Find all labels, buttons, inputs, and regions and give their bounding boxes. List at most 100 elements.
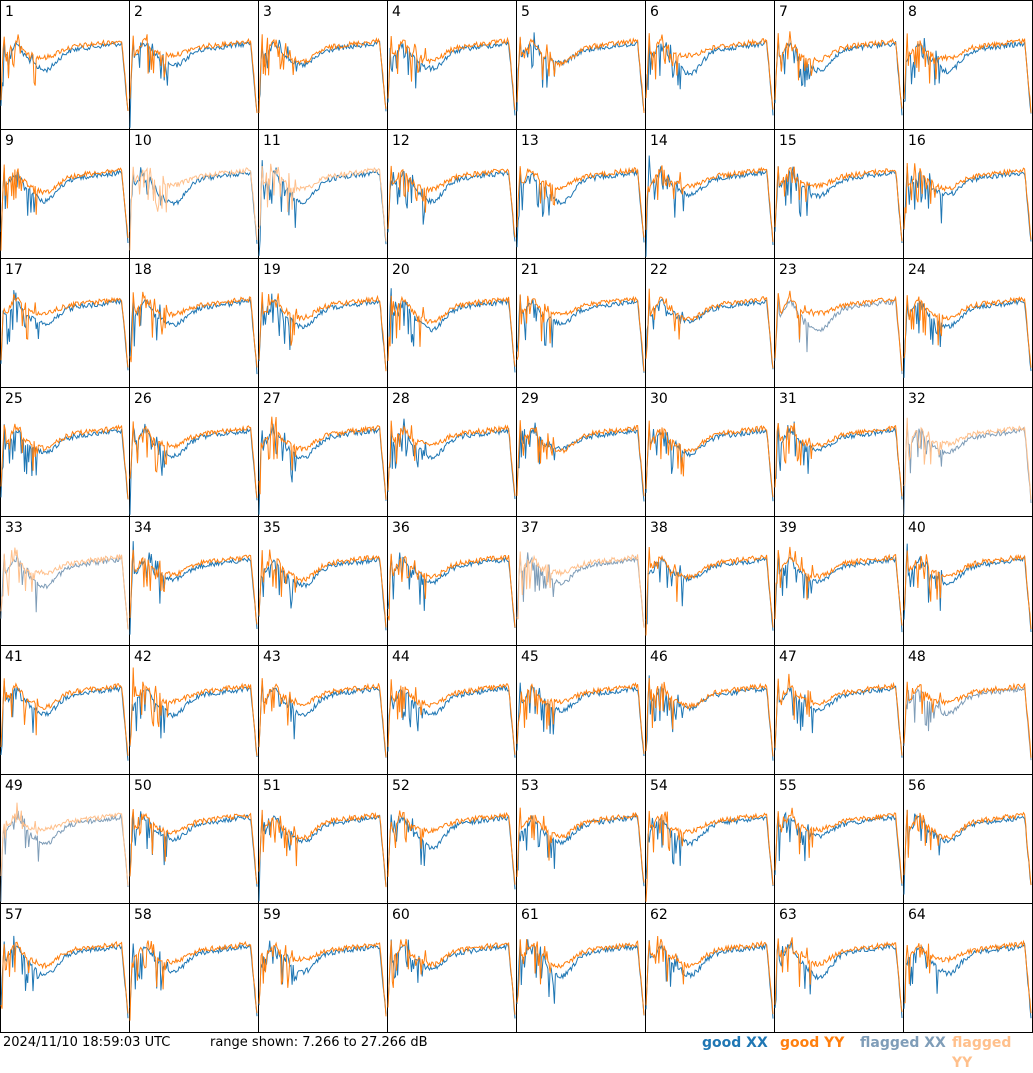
legend-good-xx: good XX	[702, 1035, 768, 1051]
panel-label: 4	[392, 4, 401, 20]
panel-62: 62	[645, 903, 775, 1033]
panel-21-good-yy-line	[516, 294, 645, 372]
panel-43-good-xx-line	[258, 680, 387, 758]
panel-53-good-yy-line	[516, 807, 645, 883]
panel-27: 27	[258, 387, 388, 517]
panel-label: 52	[392, 778, 410, 794]
panel-50-good-yy-line	[129, 808, 258, 884]
panel-label: 6	[650, 4, 659, 20]
panel-label: 34	[134, 520, 152, 536]
panel-10-good-xx-line	[129, 167, 258, 244]
panel-52-good-yy-line	[387, 810, 516, 885]
panel-32-flagged-xx-line	[903, 423, 1032, 515]
panel-36: 36	[387, 516, 517, 646]
panel-50: 50	[129, 774, 259, 904]
panel-48-flagged-xx-line	[903, 685, 1032, 761]
panel-35-good-yy-line	[258, 549, 387, 628]
panel-frame	[516, 258, 646, 388]
panel-31-good-yy-line	[774, 423, 903, 497]
panel-12: 12	[387, 129, 517, 259]
panel-label: 33	[5, 520, 23, 536]
panel-27-good-yy-line	[258, 416, 387, 500]
panel-12-good-yy-line	[387, 165, 516, 238]
panel-2-good-xx-line	[129, 39, 258, 128]
panel-frame	[258, 774, 388, 904]
panel-37: 37	[516, 516, 646, 646]
panel-44-good-yy-line	[387, 679, 516, 755]
panel-label: 27	[263, 391, 281, 407]
panel-15: 15	[774, 129, 904, 259]
panel-23-good-yy-line	[774, 290, 903, 371]
panel-frame	[387, 129, 517, 259]
panel-label: 59	[263, 907, 281, 923]
panel-frame	[645, 0, 775, 130]
panel-label: 25	[5, 391, 23, 407]
panel-label: 2	[134, 4, 143, 20]
panel-51-good-yy-line	[258, 809, 387, 888]
panel-60-good-yy-line	[387, 938, 516, 1015]
panel-60: 60	[387, 903, 517, 1033]
panel-label: 32	[908, 391, 926, 407]
panel-6-good-yy-line	[645, 33, 774, 110]
panel-label: 47	[779, 649, 797, 665]
panel-34-good-xx-line	[129, 541, 258, 635]
legend-good-yy: good YY	[780, 1035, 845, 1051]
panel-37-flagged-xx-line	[516, 552, 645, 628]
panel-frame	[903, 516, 1033, 646]
panel-43: 43	[258, 645, 388, 775]
panel-label: 14	[650, 133, 668, 149]
panel-label: 8	[908, 4, 917, 20]
panel-frame	[774, 0, 904, 130]
panel-4: 4	[387, 0, 517, 130]
panel-43-good-yy-line	[258, 678, 387, 758]
panel-18-good-yy-line	[129, 291, 258, 368]
panel-label: 38	[650, 520, 668, 536]
panel-58-good-yy-line	[129, 940, 258, 1021]
panel-15-good-yy-line	[774, 166, 903, 242]
panel-label: 5	[521, 4, 530, 20]
panel-4-good-yy-line	[387, 35, 516, 111]
panel-frame	[645, 387, 775, 517]
panel-29-good-yy-line	[516, 420, 645, 497]
panel-label: 1	[5, 4, 14, 20]
panel-1: 1	[0, 0, 130, 130]
panel-46-good-yy-line	[645, 677, 774, 757]
panel-34: 34	[129, 516, 259, 646]
panel-label: 39	[779, 520, 797, 536]
panel-label: 16	[908, 133, 926, 149]
panel-36-good-yy-line	[387, 553, 516, 628]
panel-54: 54	[645, 774, 775, 904]
panel-label: 13	[521, 133, 539, 149]
panel-36-good-xx-line	[387, 552, 516, 629]
panel-14-good-xx-line	[645, 155, 774, 257]
panel-63-good-yy-line	[774, 937, 903, 1013]
panel-label: 53	[521, 778, 539, 794]
panel-label: 18	[134, 262, 152, 278]
panel-48: 48	[903, 645, 1033, 775]
panel-24: 24	[903, 258, 1033, 388]
panel-5: 5	[516, 0, 646, 130]
panel-34-good-yy-line	[129, 549, 258, 625]
panel-1-good-xx-line	[0, 39, 129, 112]
panel-9-good-yy-line	[0, 164, 129, 251]
panel-frame	[258, 387, 388, 517]
panel-26-good-yy-line	[129, 421, 258, 499]
panel-13-good-yy-line	[516, 166, 645, 238]
panel-38: 38	[645, 516, 775, 646]
panel-29-good-xx-line	[516, 422, 645, 502]
panel-19: 19	[258, 258, 388, 388]
panel-38-good-yy-line	[645, 546, 774, 636]
panel-frame	[903, 903, 1033, 1033]
panel-23: 23	[774, 258, 904, 388]
panel-53-good-xx-line	[516, 813, 645, 887]
panel-label: 21	[521, 262, 539, 278]
panel-55: 55	[774, 774, 904, 904]
panel-label: 46	[650, 649, 668, 665]
panel-23-flagged-xx-line	[774, 294, 903, 375]
panel-39: 39	[774, 516, 904, 646]
panel-label: 55	[779, 778, 797, 794]
panel-label: 12	[392, 133, 410, 149]
panel-4-good-xx-line	[387, 41, 516, 116]
panel-label: 64	[908, 907, 926, 923]
